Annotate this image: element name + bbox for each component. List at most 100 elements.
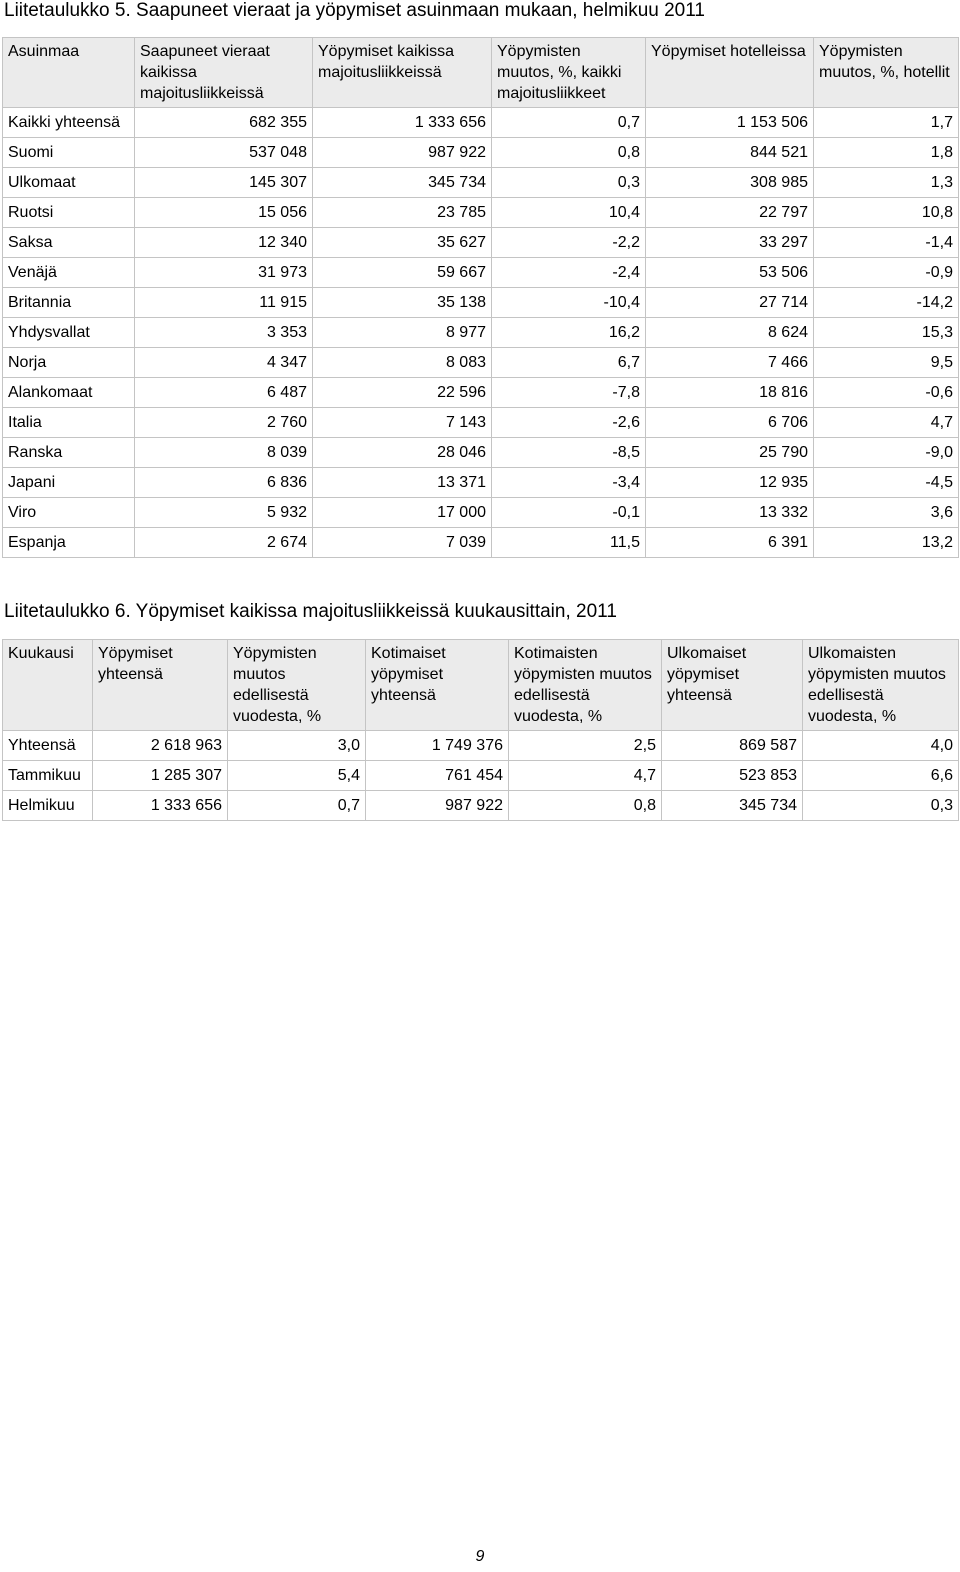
table-cell: 22 596 [312,377,492,408]
table-cell: 2 674 [134,527,313,558]
header-yopymiset-kaikki: Yöpymiset kaikissa majoitusliikkeissä [312,37,492,108]
table-cell: 4,0 [802,730,959,761]
table-cell: 5 932 [134,497,313,528]
table-cell: 145 307 [134,167,313,198]
table-row: Ruotsi 15 056 23 785 10,4 22 797 10,8 [2,197,959,228]
table-cell: -2,4 [491,257,646,288]
table-row: Kaikki yhteensä 682 355 1 333 656 0,7 1 153 … [2,107,959,138]
table-cell: 6 706 [645,407,814,438]
row-label: Helmikuu [2,790,93,821]
row-label: Kaikki yhteensä [2,107,135,138]
table-cell: -14,2 [813,287,959,318]
table-cell: 1 333 656 [312,107,492,138]
table-cell: -1,4 [813,227,959,258]
table-row: Yhdysvallat 3 353 8 977 16,2 8 624 15,3 [2,317,959,348]
row-label: Italia [2,407,135,438]
row-label: Norja [2,347,135,378]
table-cell: 0,3 [802,790,959,821]
table-cell: 35 627 [312,227,492,258]
table-cell: 13 332 [645,497,814,528]
table-cell: 2,5 [508,730,662,761]
row-label: Japani [2,467,135,498]
table-cell: 2 760 [134,407,313,438]
table-cell: -10,4 [491,287,646,318]
table6-header-row: Kuukausi Yöpymiset yhteensä Yöpymisten m… [2,639,959,731]
header-yopymisten-muutos-kaikki: Yöpymisten muutos, %, kaikki majoituslii… [491,37,646,108]
table-cell: 0,3 [491,167,646,198]
header-kotimaiset-yopymiset: Kotimaiset yöpymiset yhteensä [365,639,509,731]
table-row: Britannia 11 915 35 138 -10,4 27 714 -14,2 [2,287,959,318]
table-cell: 13 371 [312,467,492,498]
table6: Kuukausi Yöpymiset yhteensä Yöpymisten m… [2,639,959,821]
table-cell: 8 039 [134,437,313,468]
table-row: Japani 6 836 13 371 -3,4 12 935 -4,5 [2,467,959,498]
table-row: Helmikuu 1 333 656 0,7 987 922 0,8 345 734 0,3 [2,790,959,821]
row-label: Ranska [2,437,135,468]
table-cell: 0,7 [227,790,366,821]
table-row: Ranska 8 039 28 046 -8,5 25 790 -9,0 [2,437,959,468]
table-cell: 761 454 [365,760,509,791]
header-asuinmaa: Asuinmaa [2,37,135,108]
table-cell: 1 153 506 [645,107,814,138]
table-cell: 537 048 [134,137,313,168]
table-cell: 12 340 [134,227,313,258]
table-cell: 308 985 [645,167,814,198]
table-row: Saksa 12 340 35 627 -2,2 33 297 -1,4 [2,227,959,258]
table-cell: 27 714 [645,287,814,318]
table-cell: 0,8 [491,137,646,168]
table-cell: 15 056 [134,197,313,228]
table-cell: 4,7 [813,407,959,438]
table-cell: 23 785 [312,197,492,228]
table-cell: 25 790 [645,437,814,468]
table-cell: 35 138 [312,287,492,318]
row-label: Ulkomaat [2,167,135,198]
table-cell: -0,9 [813,257,959,288]
table-cell: 33 297 [645,227,814,258]
table-row: Viro 5 932 17 000 -0,1 13 332 3,6 [2,497,959,528]
table-cell: 8 083 [312,347,492,378]
table-cell: 22 797 [645,197,814,228]
table-cell: 12 935 [645,467,814,498]
table-cell: 8 977 [312,317,492,348]
table-cell: 8 624 [645,317,814,348]
table-cell: 6 391 [645,527,814,558]
header-saapuneet-vieraat: Saapuneet vieraat kaikissa majoitusliikk… [134,37,313,108]
table-cell: 4 347 [134,347,313,378]
table-cell: 7 039 [312,527,492,558]
table-cell: 0,7 [491,107,646,138]
table-row: Espanja 2 674 7 039 11,5 6 391 13,2 [2,527,959,558]
table-cell: 6 836 [134,467,313,498]
table-cell: 10,8 [813,197,959,228]
table6-body: Yhteensä 2 618 963 3,0 1 749 376 2,5 869 587 4… [2,730,959,821]
row-label: Yhdysvallat [2,317,135,348]
header-kotimaisten-muutos: Kotimaisten yöpymisten muutos edellisest… [508,639,662,731]
table-cell: 16,2 [491,317,646,348]
table-cell: 15,3 [813,317,959,348]
header-ulkomaisten-muutos: Ulkomaisten yöpymisten muutos edellisest… [802,639,959,731]
table-cell: 18 816 [645,377,814,408]
page-number: 9 [475,1548,485,1565]
table-cell: 523 853 [661,760,803,791]
row-label: Venäjä [2,257,135,288]
table-cell: -2,6 [491,407,646,438]
table-cell: 28 046 [312,437,492,468]
header-kuukausi: Kuukausi [2,639,93,731]
row-label: Espanja [2,527,135,558]
table-cell: 9,5 [813,347,959,378]
table-cell: 1 749 376 [365,730,509,761]
header-yopymiset-hotellit: Yöpymiset hotelleissa [645,37,814,108]
row-label: Yhteensä [2,730,93,761]
table-cell: -2,2 [491,227,646,258]
table-cell: 3,6 [813,497,959,528]
table-cell: 11,5 [491,527,646,558]
table-cell: 6,7 [491,347,646,378]
row-label: Suomi [2,137,135,168]
row-label: Ruotsi [2,197,135,228]
header-ulkomaiset-yopymiset: Ulkomaiset yöpymiset yhteensä [661,639,803,731]
table-cell: 987 922 [312,137,492,168]
table-cell: 7 143 [312,407,492,438]
table5-header-row: Asuinmaa Saapuneet vieraat kaikissa majo… [2,37,959,108]
table-cell: -4,5 [813,467,959,498]
table-cell: 1,3 [813,167,959,198]
table-cell: -7,8 [491,377,646,408]
